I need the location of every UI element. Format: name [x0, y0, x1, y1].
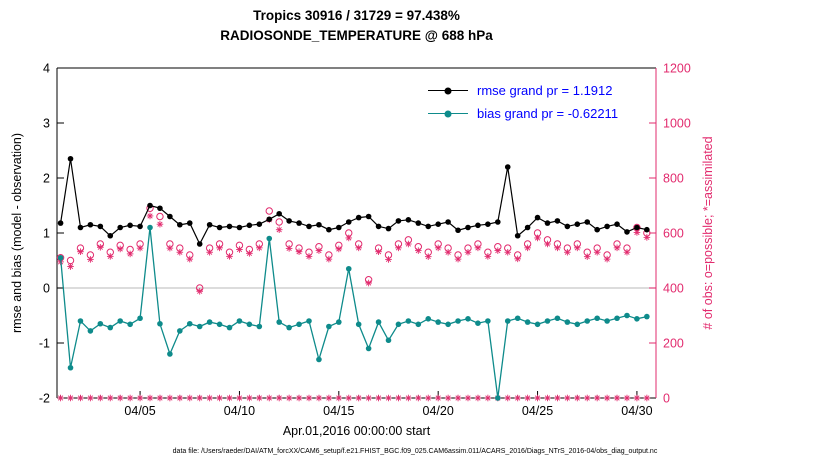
assimilated-obs-series — [57, 212, 651, 295]
y-right-tick-label: 600 — [663, 227, 684, 241]
x-tick-label: 04/05 — [124, 404, 155, 418]
left-axis-label: rmse and bias (model - observation) — [10, 132, 24, 334]
bias-series — [57, 224, 650, 401]
y-right-tick-label: 1000 — [663, 117, 691, 131]
y-right-tick-label: 1200 — [663, 62, 691, 76]
left-axis-ticks: -2 -1 0 1 2 3 4 — [39, 62, 64, 406]
y-left-tick-label: 1 — [43, 227, 50, 241]
x-tick-label: 04/30 — [621, 404, 652, 418]
legend-item-rmse: rmse grand pr = 1.1912 — [428, 79, 618, 102]
rmse-line-marker-icon — [428, 86, 468, 95]
y-left-tick-label: -2 — [39, 392, 50, 406]
x-tick-label: 04/15 — [323, 404, 354, 418]
y-left-tick-label: 2 — [43, 172, 50, 186]
x-axis-ticks: 04/05 04/10 04/15 04/20 04/25 04/30 — [60, 391, 653, 418]
x-tick-label: 04/20 — [423, 404, 454, 418]
y-right-tick-label: 800 — [663, 172, 684, 186]
x-axis-label: Apr.01,2016 00:00:00 start — [282, 424, 431, 438]
baseline-markers — [57, 394, 651, 402]
bias-line-marker-icon — [428, 109, 468, 118]
y-left-tick-label: -1 — [39, 337, 50, 351]
chart-subtitle: RADIOSONDE_TEMPERATURE @ 688 hPa — [220, 28, 493, 43]
right-axis-ticks: 0 200 400 600 800 1000 1200 — [649, 62, 691, 406]
y-left-tick-label: 0 — [43, 282, 50, 296]
data-file-caption: data file: /Users/raeder/DAI/ATM_forcXX/… — [172, 448, 658, 455]
x-tick-label: 04/25 — [522, 404, 553, 418]
y-right-tick-label: 200 — [663, 337, 684, 351]
legend-item-bias: bias grand pr = -0.62211 — [428, 102, 618, 125]
legend: rmse grand pr = 1.1912 bias grand pr = -… — [428, 79, 618, 125]
x-tick-label: 04/10 — [224, 404, 255, 418]
y-right-tick-label: 0 — [663, 392, 670, 406]
title-block: Tropics 30916 / 31729 = 97.438% RADIOSON… — [57, 6, 656, 46]
chart-title: Tropics 30916 / 31729 = 97.438% — [253, 8, 460, 23]
possible-obs-series — [56, 204, 651, 292]
legend-label-bias: bias grand pr = -0.62211 — [477, 106, 619, 121]
rmse-series — [57, 155, 650, 247]
y-left-tick-label: 4 — [43, 62, 50, 76]
y-right-tick-label: 400 — [663, 282, 684, 296]
y-left-tick-label: 3 — [43, 117, 50, 131]
right-axis-label: # of obs: o=possible; *=assimilated — [701, 136, 715, 330]
legend-label-rmse: rmse grand pr = 1.1912 — [477, 83, 613, 98]
